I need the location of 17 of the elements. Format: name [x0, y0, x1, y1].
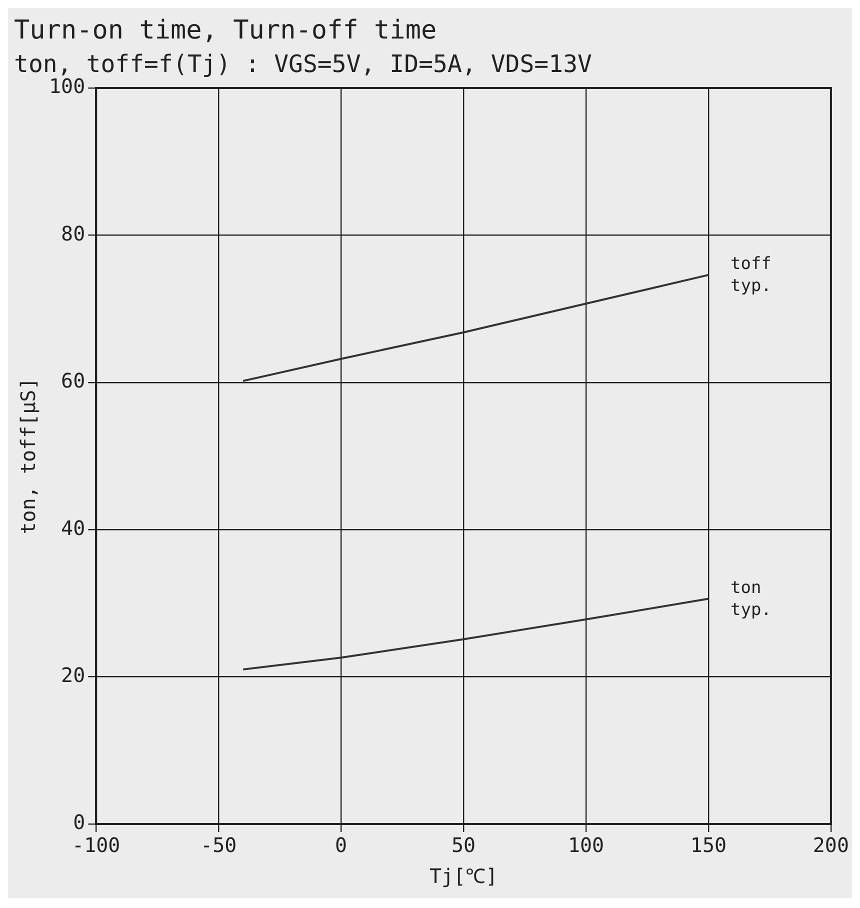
x-tick-label: 150: [690, 833, 727, 858]
y-tick-label: 0: [73, 810, 86, 834]
chart-title: Turn-on time, Turn-off time: [14, 15, 437, 46]
x-axis-title: Tj[℃]: [429, 864, 498, 888]
annotation: toff typ.: [730, 254, 772, 296]
annotation: ton typ.: [730, 578, 772, 620]
y-axis-title: ton, toff[μS]: [16, 378, 40, 534]
x-tick-label: 200: [812, 833, 849, 858]
x-tick-label: -100: [72, 833, 120, 858]
y-tick-label: 80: [61, 221, 86, 246]
x-tick-label: 100: [568, 833, 604, 858]
y-tick-label: 40: [61, 516, 86, 540]
y-tick-label: 20: [61, 663, 86, 688]
y-tick-label: 60: [61, 368, 86, 393]
x-tick-label: -50: [200, 833, 237, 858]
x-tick-label: 0: [335, 833, 348, 858]
x-tick-label: 50: [451, 833, 476, 858]
